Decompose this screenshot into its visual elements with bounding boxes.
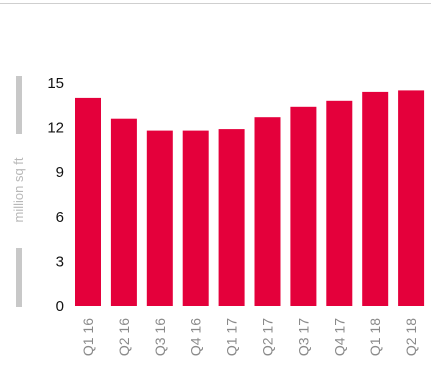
bar xyxy=(75,97,101,307)
y-tick-label: 3 xyxy=(56,253,64,270)
y-axis-title: million sq ft xyxy=(11,157,26,222)
bar xyxy=(218,129,245,306)
bar xyxy=(290,106,317,306)
x-tick-label: Q4 16 xyxy=(188,318,204,356)
bar xyxy=(326,100,353,306)
x-tick-label: Q2 16 xyxy=(116,318,132,356)
x-tick-label: Q4 17 xyxy=(331,318,347,356)
x-tick-label: Q3 17 xyxy=(295,318,311,356)
y-axis-ticks: 0 3 6 9 12 15 xyxy=(47,75,64,315)
bar xyxy=(362,91,389,307)
bars-group xyxy=(75,90,425,307)
y-axis-accent-bars xyxy=(16,76,22,307)
y-tick-label: 9 xyxy=(56,164,64,181)
bar xyxy=(146,130,173,306)
x-axis-ticks: Q1 16 Q2 16 Q3 16 Q4 16 Q1 17 Q2 17 Q3 17 Q4 17… xyxy=(80,318,419,356)
bar xyxy=(182,130,209,306)
y-axis-accent-upper xyxy=(16,76,22,134)
x-tick-label: Q3 16 xyxy=(152,318,168,356)
bar xyxy=(398,90,425,307)
x-tick-label: Q2 18 xyxy=(403,318,419,356)
top-divider-line xyxy=(0,3,431,4)
y-tick-label: 6 xyxy=(56,209,64,226)
y-tick-label: 15 xyxy=(47,75,64,92)
x-tick-label: Q2 17 xyxy=(260,318,276,356)
x-tick-label: Q1 17 xyxy=(224,318,240,356)
bar xyxy=(110,118,137,306)
x-tick-label: Q1 16 xyxy=(80,318,96,356)
y-axis-accent-lower xyxy=(16,248,22,307)
y-axis-title-group: million sq ft xyxy=(11,157,26,222)
x-tick-label: Q1 18 xyxy=(367,318,383,356)
y-tick-label: 0 xyxy=(56,298,64,315)
bar xyxy=(254,117,281,306)
y-tick-label: 12 xyxy=(47,120,64,137)
